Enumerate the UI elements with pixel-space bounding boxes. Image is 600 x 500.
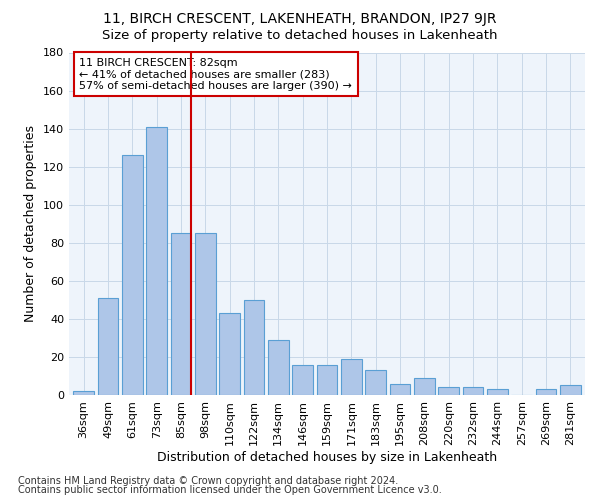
Bar	[389, 384, 410, 395]
Bar	[560, 386, 581, 395]
Text: 11 BIRCH CRESCENT: 82sqm
← 41% of detached houses are smaller (283)
57% of semi-: 11 BIRCH CRESCENT: 82sqm ← 41% of detach…	[79, 58, 352, 91]
Bar	[439, 388, 459, 395]
Bar	[195, 234, 215, 395]
Bar	[146, 126, 167, 395]
Text: Contains HM Land Registry data © Crown copyright and database right 2024.: Contains HM Land Registry data © Crown c…	[18, 476, 398, 486]
Bar	[414, 378, 435, 395]
Bar	[244, 300, 265, 395]
Text: 11, BIRCH CRESCENT, LAKENHEATH, BRANDON, IP27 9JR: 11, BIRCH CRESCENT, LAKENHEATH, BRANDON,…	[103, 12, 497, 26]
X-axis label: Distribution of detached houses by size in Lakenheath: Distribution of detached houses by size …	[157, 450, 497, 464]
Bar	[487, 390, 508, 395]
Bar	[98, 298, 118, 395]
Bar	[73, 391, 94, 395]
Bar	[317, 364, 337, 395]
Text: Contains public sector information licensed under the Open Government Licence v3: Contains public sector information licen…	[18, 485, 442, 495]
Bar	[536, 390, 556, 395]
Bar	[365, 370, 386, 395]
Y-axis label: Number of detached properties: Number of detached properties	[25, 125, 37, 322]
Bar	[268, 340, 289, 395]
Bar	[170, 234, 191, 395]
Bar	[341, 359, 362, 395]
Text: Size of property relative to detached houses in Lakenheath: Size of property relative to detached ho…	[102, 29, 498, 42]
Bar	[292, 364, 313, 395]
Bar	[463, 388, 484, 395]
Bar	[122, 155, 143, 395]
Bar	[219, 313, 240, 395]
